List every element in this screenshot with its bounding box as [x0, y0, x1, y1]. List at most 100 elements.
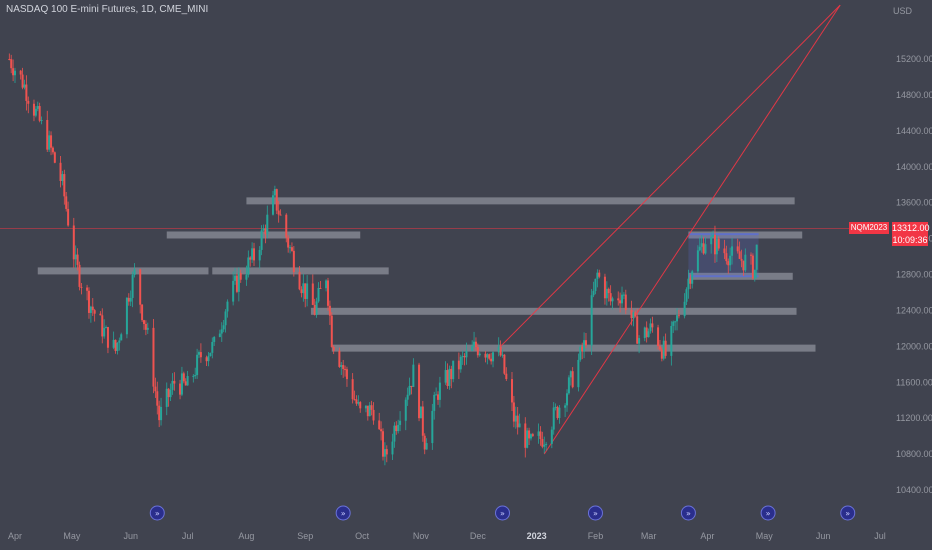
- candle-body: [23, 84, 26, 88]
- candle-body: [596, 272, 599, 279]
- event-marker-icon[interactable]: [495, 505, 511, 521]
- event-arrow-glyph: »: [500, 509, 505, 518]
- candle-body: [258, 249, 261, 261]
- candle-body: [404, 399, 407, 421]
- candle-body: [315, 301, 318, 315]
- event-marker-icon[interactable]: [335, 505, 351, 521]
- candle-body: [676, 315, 679, 322]
- candle-body: [287, 237, 290, 248]
- last-price-badge: 13312.00: [892, 222, 930, 234]
- candle-body: [541, 439, 544, 447]
- y-tick-label: 10400.00: [896, 485, 932, 495]
- candle-body: [48, 135, 51, 150]
- candle-body: [499, 346, 502, 356]
- trend-line: [500, 4, 841, 347]
- candle-body: [199, 352, 202, 358]
- candle-body: [378, 420, 381, 430]
- candle-body: [510, 379, 513, 403]
- candle-body: [474, 341, 477, 348]
- zone-rect: [331, 344, 816, 352]
- candle-body: [647, 331, 650, 338]
- candle-body: [696, 250, 699, 272]
- candle-body: [40, 119, 43, 121]
- candle-body: [91, 306, 94, 311]
- candle-body: [594, 278, 597, 291]
- candle-body: [446, 370, 449, 386]
- candle-body: [592, 290, 595, 296]
- zone-rect: [166, 231, 361, 239]
- candle-body: [275, 189, 278, 211]
- candle-body: [658, 346, 661, 350]
- candle-body: [584, 340, 587, 346]
- candle-body: [89, 306, 92, 313]
- candle-body: [63, 174, 66, 197]
- candle-body: [685, 289, 688, 302]
- candle-body: [566, 393, 569, 406]
- candle-body: [662, 340, 665, 359]
- x-tick-label: May: [756, 531, 774, 541]
- x-tick-label: Apr: [8, 531, 22, 541]
- candle-body: [545, 443, 548, 445]
- candle-body: [611, 298, 614, 302]
- x-tick-label: Apr: [700, 531, 714, 541]
- candle-body: [139, 269, 142, 305]
- candle-body: [220, 329, 223, 334]
- candle-body: [497, 346, 500, 353]
- candle-body: [357, 402, 360, 404]
- candle-body: [638, 338, 641, 344]
- candle-body: [285, 214, 288, 238]
- y-tick-label: 15200.00: [896, 54, 932, 64]
- candle-body: [476, 347, 479, 356]
- event-marker-icon[interactable]: [840, 505, 856, 521]
- event-marker-icon[interactable]: [149, 505, 165, 521]
- candle-body: [583, 340, 586, 352]
- event-marker-icon[interactable]: [760, 505, 776, 521]
- candle-body: [645, 327, 648, 338]
- candle-body: [651, 323, 654, 328]
- y-tick-label: 10800.00: [896, 449, 932, 459]
- candle-body: [209, 352, 212, 357]
- candle-body: [51, 147, 54, 153]
- candle-body: [207, 356, 210, 362]
- candle-body: [344, 369, 347, 371]
- chart-title: NASDAQ 100 E-mini Futures, 1D, CME_MINI: [6, 4, 209, 15]
- x-tick-label: Oct: [355, 531, 370, 541]
- candle-body: [325, 280, 328, 289]
- x-tick-label: May: [63, 531, 81, 541]
- candle-body: [167, 388, 170, 398]
- candle-body: [368, 405, 371, 417]
- candle-body: [211, 341, 214, 353]
- candle-body: [198, 352, 201, 355]
- candle-body: [317, 287, 320, 302]
- event-arrow-glyph: »: [686, 509, 691, 518]
- candle-body: [539, 431, 542, 440]
- candle-body: [194, 375, 197, 377]
- candle-body: [292, 250, 295, 273]
- candle-body: [577, 359, 580, 388]
- candle-body: [704, 244, 707, 254]
- y-tick-label: 14400.00: [896, 126, 932, 136]
- candle-body: [78, 264, 81, 287]
- candle-body: [366, 405, 369, 417]
- candle-body: [319, 287, 322, 289]
- candle-body: [141, 304, 144, 321]
- candle-body: [385, 449, 388, 455]
- candle-body: [218, 333, 221, 337]
- candle-body: [27, 100, 30, 104]
- x-tick-label: Dec: [470, 531, 487, 541]
- event-marker-icon[interactable]: [680, 505, 696, 521]
- candle-body: [649, 323, 652, 332]
- event-marker-icon[interactable]: [587, 505, 603, 521]
- candle-body: [715, 238, 718, 255]
- candle-body: [406, 394, 409, 400]
- candle-body: [488, 354, 491, 359]
- candle-body: [444, 370, 447, 383]
- candle-body: [712, 234, 715, 237]
- candle-body: [345, 369, 348, 380]
- candle-body: [251, 248, 254, 260]
- candle-body: [753, 269, 756, 279]
- zone-rect: [37, 267, 209, 275]
- candle-body: [290, 247, 293, 251]
- candle-body: [306, 283, 309, 299]
